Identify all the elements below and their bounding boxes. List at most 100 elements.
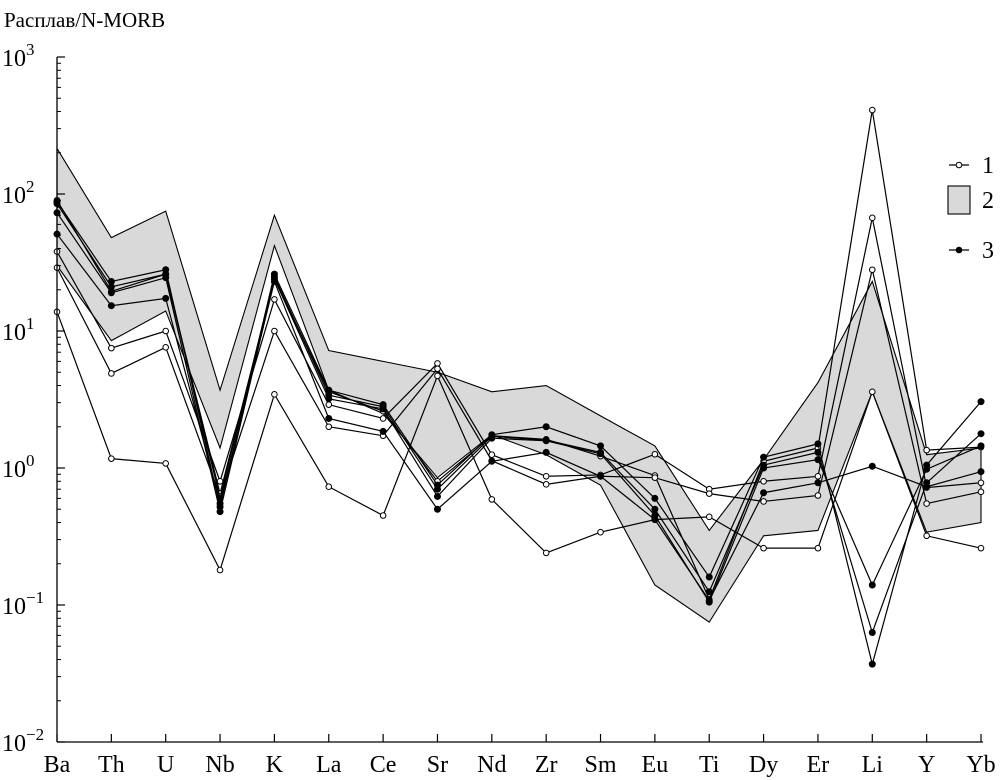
legend-item-3: 3 xyxy=(949,238,994,264)
x-tick-label-Nd: Nd xyxy=(477,752,506,778)
legend-label: 1 xyxy=(982,153,994,179)
y-tick-label: 101 xyxy=(2,314,35,346)
legend-item-1: 1 xyxy=(949,153,994,179)
data-point xyxy=(868,660,876,668)
x-tick-label-Li: Li xyxy=(862,752,884,778)
data-point xyxy=(434,365,441,373)
axes: 10−2 10−1 100 101 102 103 Ba Th U Nb K La Ce Sr Nd Zr Sm… xyxy=(2,40,996,778)
data-point xyxy=(651,494,659,502)
data-point xyxy=(814,472,822,480)
x-tick-label-Th: Th xyxy=(98,752,125,778)
data-point xyxy=(814,456,822,464)
data-point xyxy=(651,505,659,513)
data-point xyxy=(868,266,876,274)
data-point xyxy=(488,496,496,503)
x-tick-label-Sm: Sm xyxy=(585,752,617,778)
data-point xyxy=(977,544,985,552)
series-line xyxy=(56,311,982,572)
y-tick-label: 102 xyxy=(2,177,35,209)
data-point xyxy=(325,423,333,431)
data-point xyxy=(325,414,333,422)
data-point xyxy=(271,296,278,303)
data-point xyxy=(868,214,876,222)
data-point xyxy=(814,448,822,456)
data-point xyxy=(977,468,985,476)
data-point xyxy=(325,483,333,491)
x-tick-label-Ti: Ti xyxy=(699,752,720,778)
data-point xyxy=(868,581,876,589)
data-point xyxy=(379,415,387,422)
data-point xyxy=(977,442,985,450)
data-point xyxy=(597,450,605,458)
data-point xyxy=(868,628,876,636)
x-tick-label-Sr: Sr xyxy=(427,752,448,778)
legend-swatch-band xyxy=(947,185,971,215)
data-point xyxy=(814,492,822,499)
x-tick-label-U: U xyxy=(157,752,174,778)
data-point xyxy=(760,498,767,505)
data-point xyxy=(434,372,441,380)
data-point xyxy=(814,544,822,552)
x-tick-label-La: La xyxy=(316,752,342,778)
data-point xyxy=(760,489,768,497)
legend-item-2: 2 xyxy=(947,185,994,215)
series-8-filled xyxy=(53,230,985,604)
series-line xyxy=(56,217,982,490)
data-point xyxy=(488,457,496,465)
x-tick-label-Nb: Nb xyxy=(205,752,234,778)
x-tick-label-Er: Er xyxy=(807,752,830,778)
data-point xyxy=(271,391,278,398)
data-point xyxy=(760,453,768,461)
data-point xyxy=(379,512,387,519)
data-point xyxy=(434,360,441,367)
legend: 1 2 3 xyxy=(947,153,994,264)
legend-label: 3 xyxy=(982,238,994,264)
y-tick-label: 10−1 xyxy=(2,588,44,620)
y-tick-label: 10−2 xyxy=(2,725,44,757)
data-point xyxy=(433,485,441,493)
data-point xyxy=(814,440,822,448)
data-point xyxy=(977,488,985,496)
data-point xyxy=(868,388,876,396)
data-point xyxy=(162,344,170,351)
data-point xyxy=(162,327,170,335)
data-point xyxy=(542,472,550,480)
x-tick-label-Yb: Yb xyxy=(966,752,995,778)
data-point xyxy=(488,434,496,442)
data-point xyxy=(923,483,931,491)
data-point xyxy=(868,106,876,114)
series-line xyxy=(56,203,982,635)
data-point xyxy=(216,500,224,508)
data-point xyxy=(216,477,224,485)
data-point xyxy=(705,513,713,521)
field-band xyxy=(56,146,982,623)
data-point xyxy=(651,474,659,481)
data-point xyxy=(162,460,170,467)
data-point xyxy=(760,477,767,485)
data-point xyxy=(705,490,713,497)
data-point xyxy=(705,588,713,596)
legend-marker xyxy=(955,161,963,169)
data-point xyxy=(107,302,115,310)
data-point xyxy=(216,566,224,574)
data-point xyxy=(542,437,550,445)
data-point xyxy=(108,455,115,462)
data-point xyxy=(271,327,278,335)
data-point xyxy=(705,573,713,581)
band-layer xyxy=(56,146,982,623)
data-point xyxy=(923,446,930,454)
data-point xyxy=(923,500,930,507)
x-tick-label-Ce: Ce xyxy=(370,752,397,778)
data-point xyxy=(651,516,659,524)
data-point xyxy=(597,472,605,480)
data-point xyxy=(216,508,224,516)
data-point xyxy=(760,544,767,552)
data-point xyxy=(162,274,170,282)
y-tick-label: 100 xyxy=(2,451,35,483)
series-4-open xyxy=(53,308,985,574)
legend-label: 2 xyxy=(982,188,994,214)
data-point xyxy=(977,430,985,438)
data-point xyxy=(651,450,659,458)
x-tick-label-Eu: Eu xyxy=(642,752,669,778)
